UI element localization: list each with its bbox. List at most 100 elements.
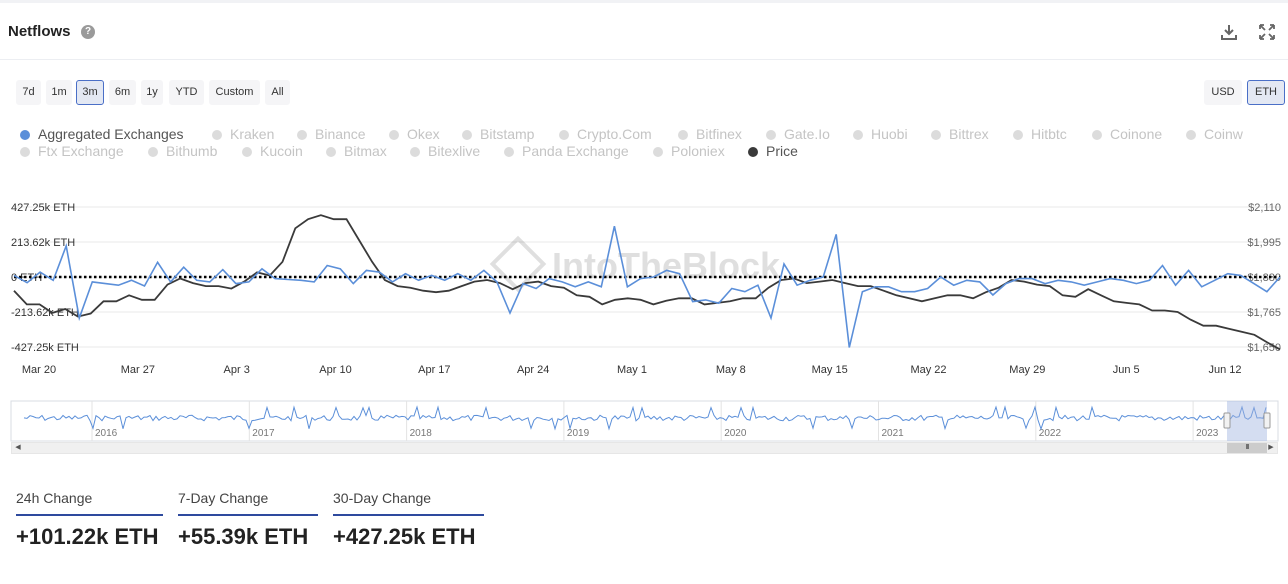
- range-button-ytd[interactable]: YTD: [169, 80, 204, 105]
- left-axis-tick-label: -427.25k ETH: [11, 342, 79, 354]
- range-button-3m[interactable]: 3m: [76, 80, 104, 105]
- navigator-year-label: 2016: [95, 428, 118, 439]
- stat-value: +55.39k ETH: [178, 524, 309, 549]
- legend-dot: [678, 130, 688, 140]
- navigator-left-handle[interactable]: [1223, 412, 1231, 429]
- legend-dot: [559, 130, 569, 140]
- x-axis-tick-label: May 1: [617, 364, 647, 376]
- range-button-custom[interactable]: Custom: [209, 80, 260, 105]
- x-axis-labels: Mar 20 Mar 27 Apr 3 Apr 10 Apr 17 Apr 24 May 1…: [22, 364, 1242, 376]
- x-axis-tick-label: May 29: [1009, 364, 1045, 376]
- x-axis-tick-label: Jun 12: [1208, 364, 1241, 376]
- netflows-chart[interactable]: IntoTheBlock 427.25k ETH 213.62k ETH 0 ETH…: [0, 190, 1288, 440]
- left-axis-tick-label: 427.25k ETH: [11, 202, 75, 214]
- download-icon[interactable]: [1220, 23, 1238, 41]
- legend-dot: [297, 130, 307, 140]
- legend-dot: [462, 130, 472, 140]
- fullscreen-icon[interactable]: [1258, 23, 1276, 41]
- x-axis-tick-label: Apr 17: [418, 364, 450, 376]
- navigator-year-label: 2017: [252, 428, 275, 439]
- stat-underline: [333, 514, 484, 516]
- stat-value: +101.22k ETH: [16, 524, 159, 549]
- series-line-aggregated-exchanges[interactable]: [13, 226, 1281, 348]
- help-icon[interactable]: ?: [81, 25, 95, 39]
- legend-label: Kraken: [230, 126, 275, 142]
- legend-label: Bitfinex: [696, 126, 742, 142]
- legend-dot: [853, 130, 863, 140]
- legend-dot: [212, 130, 222, 140]
- legend-label: Binance: [315, 126, 366, 142]
- legend-label: Crypto.Com: [577, 126, 652, 142]
- stat-underline: [16, 514, 163, 516]
- legend-dot: [1092, 130, 1102, 140]
- legend-dot: [242, 147, 252, 157]
- range-button-1y[interactable]: 1y: [141, 80, 163, 105]
- legend-label: Huobi: [871, 126, 908, 142]
- x-axis-tick-label: Mar 27: [121, 364, 155, 376]
- legend-dot: [389, 130, 399, 140]
- navigator[interactable]: 2016 2017 2018 2019 2020 2021 2022 2023: [0, 400, 1288, 442]
- series-line-price[interactable]: [13, 214, 1281, 351]
- navigator-frame: [10, 400, 1279, 442]
- unit-button-usd[interactable]: USD: [1204, 80, 1242, 105]
- legend-dot: [20, 130, 30, 140]
- legend-label: Bitstamp: [480, 126, 535, 142]
- x-axis-tick-label: Jun 5: [1113, 364, 1140, 376]
- range-button-1m[interactable]: 1m: [46, 80, 72, 105]
- navigator-series-line: [23, 405, 1267, 431]
- stat-label: 24h Change: [16, 490, 93, 506]
- x-axis-tick-label: May 8: [716, 364, 746, 376]
- stat-label: 7-Day Change: [178, 490, 269, 506]
- left-axis-tick-label: 213.62k ETH: [11, 237, 75, 249]
- x-axis-tick-label: Apr 10: [319, 364, 351, 376]
- scroll-thumb[interactable]: III: [1227, 443, 1267, 453]
- x-axis-tick-label: May 22: [910, 364, 946, 376]
- legend-label: Coinone: [1110, 126, 1163, 142]
- range-button-7d[interactable]: 7d: [16, 80, 41, 105]
- legend-label: Gate.Io: [784, 126, 830, 142]
- legend-label: Poloniex: [671, 143, 725, 159]
- legend-label: Bithumb: [166, 143, 218, 159]
- legend-label: Bittrex: [949, 126, 989, 142]
- navigator-selection[interactable]: [1227, 401, 1267, 441]
- horizontal-scrollbar[interactable]: ◀ III ▶: [11, 442, 1278, 454]
- stat-underline: [178, 514, 318, 516]
- legend-dot: [504, 147, 514, 157]
- stat-label: 30-Day Change: [333, 490, 432, 506]
- legend-label: Ftx Exchange: [38, 143, 124, 159]
- legend-label: Panda Exchange: [522, 143, 629, 159]
- legend-dot: [1186, 130, 1196, 140]
- x-axis-tick-label: Apr 24: [517, 364, 549, 376]
- legend-dot: [326, 147, 336, 157]
- legend-label: Hitbtc: [1031, 126, 1067, 142]
- range-button-6m[interactable]: 6m: [109, 80, 136, 105]
- range-button-all[interactable]: All: [265, 80, 290, 105]
- legend-dot: [748, 147, 758, 157]
- x-axis-tick-label: May 15: [812, 364, 848, 376]
- legend-label: Okex: [407, 126, 440, 142]
- navigator-year-label: 2023: [1196, 428, 1219, 439]
- legend-dot: [931, 130, 941, 140]
- watermark-text: IntoTheBlock: [552, 245, 781, 286]
- unit-button-eth[interactable]: ETH: [1247, 80, 1285, 105]
- x-axis-tick-label: Apr 3: [224, 364, 250, 376]
- legend-label: Kucoin: [260, 143, 303, 159]
- legend-label: Aggregated Exchanges: [38, 126, 184, 142]
- scroll-right-icon[interactable]: ▶: [1268, 444, 1274, 451]
- right-axis-tick-label: $1,765: [1247, 307, 1281, 319]
- legend-dot: [766, 130, 776, 140]
- top-divider: [0, 0, 1288, 3]
- legend-dot: [410, 147, 420, 157]
- scroll-left-icon[interactable]: ◀: [15, 444, 21, 451]
- legend-label: Bitmax: [344, 143, 387, 159]
- legend-label: Price: [766, 143, 798, 159]
- navigator-year-labels: 2016 2017 2018 2019 2020 2021 2022 2023: [91, 401, 1219, 441]
- legend-dot: [148, 147, 158, 157]
- page-title: Netflows: [8, 23, 71, 40]
- legend-dot: [1013, 130, 1023, 140]
- widget-header: Netflows ?: [0, 4, 1288, 60]
- legend-dot: [20, 147, 30, 157]
- left-axis-tick-label: 0 ETH: [11, 272, 42, 284]
- navigator-right-handle[interactable]: [1263, 412, 1271, 429]
